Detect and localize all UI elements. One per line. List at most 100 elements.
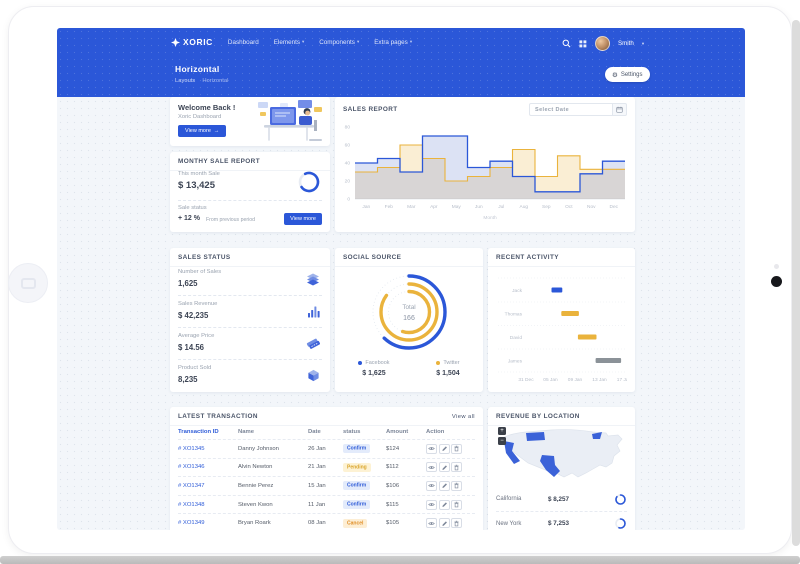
state-california[interactable]: [504, 441, 520, 464]
transaction-id[interactable]: # XO1349: [178, 520, 205, 527]
select-date-input[interactable]: Select Date: [529, 103, 613, 116]
logo-icon: [171, 37, 180, 47]
svg-text:Mar: Mar: [407, 204, 416, 210]
delete-action-button[interactable]: [451, 443, 462, 454]
transaction-actions: [426, 518, 471, 529]
svg-text:Total: Total: [402, 304, 415, 311]
activity-chart: Jack Thomas David James 31 Dec 05 Jan 09 Jan 13…: [498, 277, 632, 383]
facebook-dot-icon: [358, 361, 363, 365]
calendar-button[interactable]: [613, 103, 627, 116]
map-zoom-out-button[interactable]: −: [498, 437, 506, 445]
us-outline: [501, 429, 623, 478]
transaction-date: 21 Jan: [308, 464, 326, 471]
status-badge: Confirm: [343, 481, 371, 491]
edit-action-button[interactable]: [438, 518, 450, 529]
transaction-id[interactable]: # XO1348: [178, 501, 205, 508]
transaction-status: Confirm: [343, 500, 386, 510]
nav-item-elements[interactable]: Elements ▾: [273, 38, 305, 46]
arrow-right-icon: →: [213, 128, 220, 134]
svg-text:0: 0: [347, 197, 350, 203]
transaction-name: Bryan Roark: [238, 520, 271, 527]
svg-text:Aug: Aug: [520, 204, 529, 210]
breadcrumb-horizontal: Horizontal: [202, 78, 229, 84]
delete-action-button[interactable]: [451, 462, 462, 473]
status-item-average-price: Average Price $ 14.56: [178, 328, 322, 360]
view-more-button[interactable]: View more →: [178, 125, 227, 137]
trash-icon: [454, 520, 459, 526]
svg-text:Nov: Nov: [587, 204, 596, 210]
transaction-actions: [426, 480, 471, 491]
view-action-button[interactable]: [426, 518, 437, 529]
sales-chart: 0 20 40 60 80 Jan Feb Mar Apr May Jun Jul Aug Sep Oct N…: [345, 125, 625, 221]
svg-text:60: 60: [345, 143, 351, 149]
apps-grid-icon[interactable]: [579, 39, 587, 48]
delete-action-button[interactable]: [451, 499, 462, 510]
state-texas[interactable]: [540, 455, 560, 477]
latest-transaction-title: LATEST TRANSACTION: [178, 413, 258, 420]
sale-change-value: + 12 %: [178, 215, 200, 222]
this-month-label: This month Sale: [178, 171, 220, 177]
sales-report-title: SALES REPORT: [343, 106, 398, 113]
delete-action-button[interactable]: [451, 480, 462, 491]
monthly-card-title: MONTHY SALE REPORT: [170, 152, 330, 171]
edit-action-button[interactable]: [438, 480, 450, 491]
chevron-down-icon: ▾: [356, 39, 360, 44]
tablet-home-button[interactable]: [8, 263, 48, 303]
transaction-id[interactable]: # XO1347: [178, 482, 205, 489]
user-name[interactable]: Smith: [618, 40, 634, 47]
transaction-id[interactable]: # XO1345: [178, 445, 205, 452]
chevron-down-icon: ▾: [409, 39, 413, 44]
home-button-icon: [20, 277, 36, 289]
monthly-sale-report-card: MONTHY SALE REPORT This month Sale $ 13,…: [170, 152, 330, 232]
view-action-button[interactable]: [426, 480, 437, 491]
page-title: Horizontal: [175, 64, 220, 74]
delete-action-button[interactable]: [451, 518, 462, 529]
sale-change-note: From previous period: [206, 217, 256, 223]
svg-text:Month: Month: [483, 215, 497, 221]
view-action-button[interactable]: [426, 462, 437, 473]
settings-button[interactable]: ⚙ Settings: [605, 67, 650, 82]
view-all-link[interactable]: View all: [451, 413, 475, 420]
view-action-button[interactable]: [426, 499, 437, 510]
status-badge: Pending: [343, 462, 371, 472]
breadcrumb-layouts[interactable]: Layouts: [175, 78, 196, 84]
state-new-york[interactable]: [592, 432, 602, 439]
chevron-down-icon[interactable]: ▾: [641, 40, 645, 46]
status-badge: Cancel: [343, 518, 368, 528]
tablet-camera: [771, 276, 782, 287]
pencil-icon: [441, 521, 447, 526]
map-zoom-in-button[interactable]: +: [498, 427, 506, 435]
state-montana[interactable]: [526, 432, 545, 441]
view-action-button[interactable]: [426, 443, 437, 454]
edit-action-button[interactable]: [438, 499, 450, 510]
bar-chart-icon: [308, 306, 320, 318]
nav-item-dashboard[interactable]: Dashboard: [227, 38, 259, 46]
avatar[interactable]: [595, 36, 610, 51]
nav-item-extra-pages[interactable]: Extra pages ▾: [374, 38, 413, 46]
transaction-id[interactable]: # XO1346: [178, 464, 205, 471]
box-icon: [308, 369, 319, 382]
eye-icon: [428, 447, 435, 451]
edit-action-button[interactable]: [438, 443, 450, 454]
nav-item-components[interactable]: Components ▾: [319, 38, 360, 46]
eye-icon: [428, 484, 435, 488]
svg-text:Jul: Jul: [498, 204, 504, 210]
status-badge: Confirm: [343, 500, 371, 510]
welcome-subtitle: Xoric Dashboard: [178, 114, 222, 120]
us-map[interactable]: [496, 423, 627, 485]
logo[interactable]: XORIC: [171, 37, 213, 47]
sales-status-title: SALES STATUS: [170, 248, 330, 267]
latest-transaction-card: LATEST TRANSACTION View all Transaction …: [170, 407, 483, 530]
social-chart: Total 166: [371, 274, 447, 350]
transaction-amount: $105: [386, 520, 400, 527]
edit-action-button[interactable]: [438, 462, 450, 473]
location-amount: $ 7,253: [548, 520, 570, 527]
date-select-group: Select Date: [529, 103, 627, 116]
tablet-base-shadow: [0, 556, 800, 564]
pencil-icon: [441, 465, 447, 470]
svg-text:13 Jan: 13 Jan: [592, 377, 607, 383]
view-more-button[interactable]: View more: [284, 213, 322, 225]
search-icon[interactable]: [562, 39, 571, 48]
svg-text:May: May: [452, 204, 462, 210]
money-icon: [306, 338, 320, 349]
